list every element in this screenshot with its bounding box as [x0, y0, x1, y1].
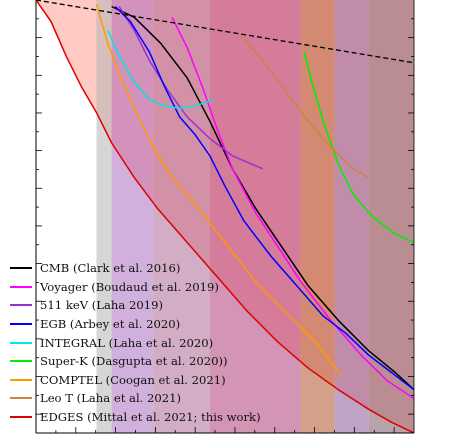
series-line-integral — [107, 30, 214, 109]
chart-legend: CMB (Clark et al. 2016) Voyager (Boudaud … — [10, 259, 280, 426]
legend-item-cmb: CMB (Clark et al. 2016) — [10, 259, 280, 278]
legend-swatch — [10, 304, 32, 307]
constraint-band-3 — [153, 0, 210, 433]
constraint-band-4 — [209, 0, 301, 433]
legend-swatch — [10, 378, 32, 381]
legend-item-egb: EGB (Arbey et al. 2020) — [10, 315, 280, 334]
legend-item-edges: EDGES (Mittal et al. 2021; this work) — [10, 408, 280, 427]
legend-label: CMB (Clark et al. 2016) — [40, 261, 181, 276]
constraint-band-6 — [334, 0, 369, 433]
series-line-leo — [239, 34, 370, 179]
series-line-cmb — [111, 5, 414, 391]
constraint-band-5 — [300, 0, 335, 433]
legend-swatch — [10, 360, 32, 363]
legend-swatch — [10, 285, 32, 288]
legend-item-voyager: Voyager (Boudaud et al. 2019) — [10, 278, 280, 297]
constraint-band-7 — [368, 0, 414, 433]
series-line-edges — [36, 0, 414, 433]
legend-item-comptel: COMPTEL (Coogan et al. 2021) — [10, 371, 280, 390]
series-line-511 — [118, 6, 264, 170]
legend-item-superk: Super-K (Dasgupta et al. 2020)) — [10, 352, 280, 371]
legend-swatch — [10, 341, 32, 344]
legend-label: EDGES (Mittal et al. 2021; this work) — [40, 410, 261, 425]
legend-swatch — [10, 323, 32, 326]
legend-item-leo: Leo T (Laha et al. 2021) — [10, 389, 280, 408]
series-line-egb — [114, 5, 414, 391]
legend-label: Voyager (Boudaud et al. 2019) — [40, 279, 219, 294]
legend-swatch — [10, 397, 32, 400]
legend-label: EGB (Arbey et al. 2020) — [40, 317, 181, 332]
legend-label: INTEGRAL (Laha et al. 2020) — [40, 335, 214, 350]
legend-item-511: 511 keV (Laha 2019) — [10, 296, 280, 315]
series-line-comptel — [95, 4, 343, 378]
legend-swatch — [10, 267, 32, 270]
legend-label: 511 keV (Laha 2019) — [40, 298, 163, 313]
legend-swatch — [10, 416, 32, 419]
constraint-band-1 — [96, 0, 112, 433]
legend-label: COMPTEL (Coogan et al. 2021) — [40, 372, 226, 387]
legend-item-integral: INTEGRAL (Laha et al. 2020) — [10, 333, 280, 352]
legend-label: Super-K (Dasgupta et al. 2020)) — [40, 354, 228, 369]
series-line-voyager — [171, 16, 414, 399]
legend-label: Leo T (Laha et al. 2021) — [40, 391, 182, 406]
series-line-superk — [303, 51, 414, 244]
